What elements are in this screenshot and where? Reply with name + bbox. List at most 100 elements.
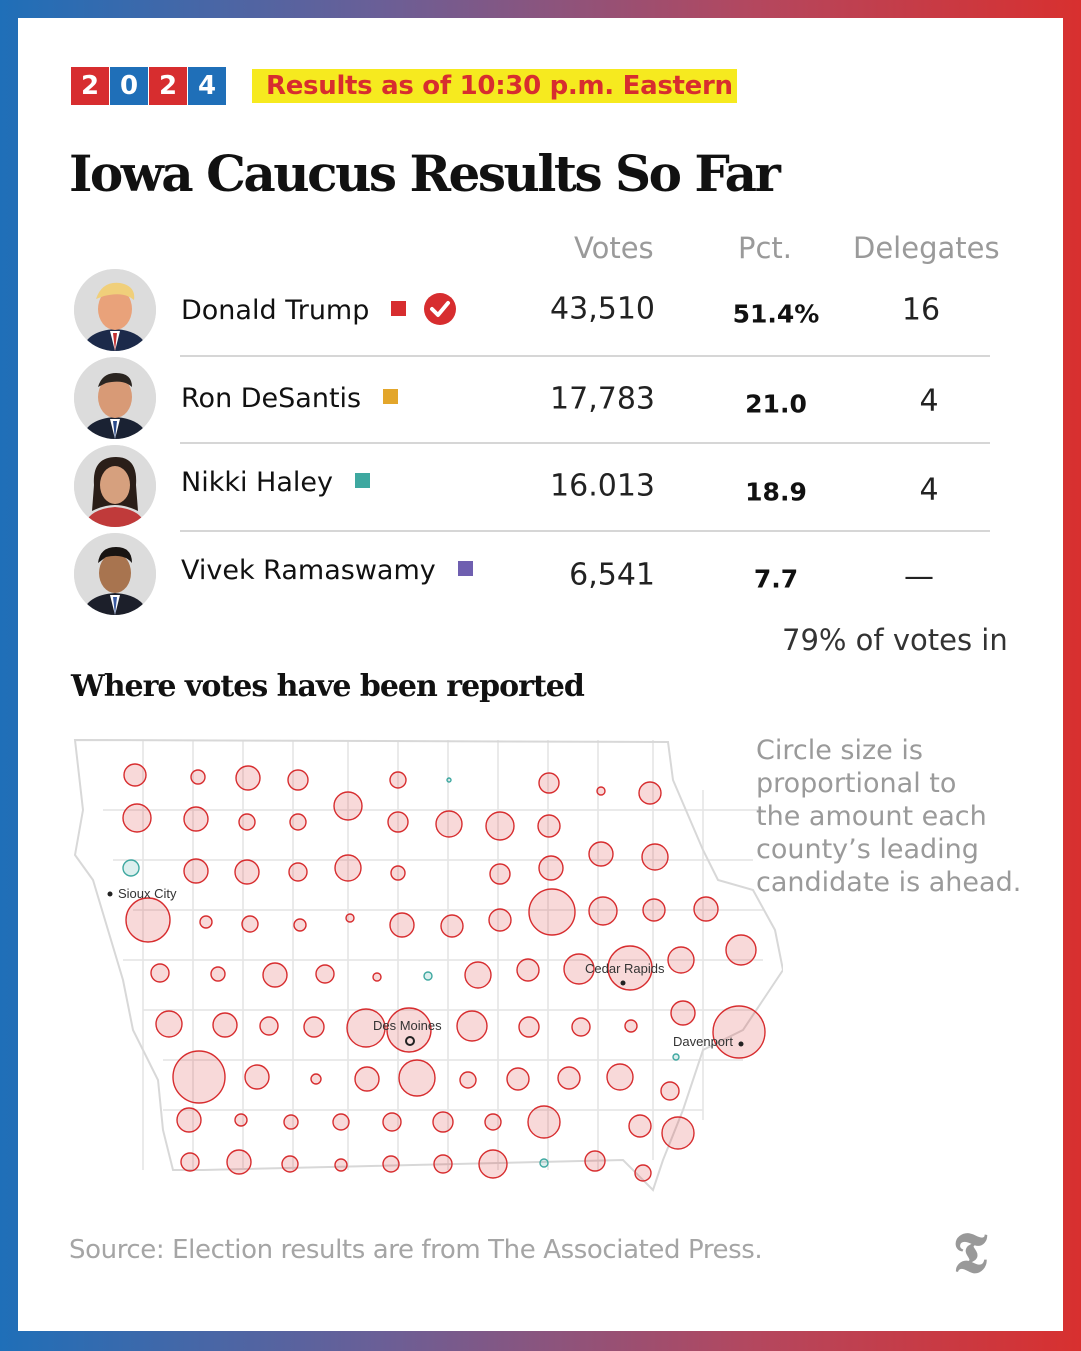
county-circle-trump [386,1007,432,1053]
candidate-name: Vivek Ramaswamy [181,555,436,586]
county-circle-trump [382,1155,400,1173]
county-circle-trump [389,912,415,938]
county-circle-trump [235,765,261,791]
row-divider [180,355,990,357]
iowa-county-map: Sioux City Cedar Rapids Des Moines Daven… [73,738,783,1192]
county-circle-trump [435,810,463,838]
county-circle-trump [712,1005,766,1059]
county-circle-trump [537,814,561,838]
county-circle-trump [725,934,757,966]
county-circle-trump [212,1012,238,1038]
county-circle-trump [123,763,147,787]
county-circle-trump [440,914,464,938]
year-digit: 2 [71,67,109,105]
results-timestamp: Results as of 10:30 p.m. Eastern [252,69,737,103]
delegate-count: 16 [901,292,941,328]
county-circle-trump [607,945,653,991]
county-circle-trump [557,1066,581,1090]
county-circle-haley [672,1053,680,1061]
county-circle-trump [241,915,259,933]
county-circle-trump [516,958,540,982]
year-digit: 0 [110,67,148,105]
county-circle-trump [303,1016,325,1038]
vote-count: 17,783 [550,381,655,417]
county-circle-trump [660,1081,680,1101]
county-circle-trump [155,1010,183,1038]
map-note-line: candidate is ahead. [756,867,1022,898]
year-badge: 2 0 2 4 [71,67,227,105]
county-circle-trump [176,1107,202,1133]
map-note-line: county’s leading [756,834,979,865]
county-circle-trump [183,806,209,832]
candidate-photo [74,533,156,615]
county-circle-trump [628,1114,652,1138]
county-circle-trump [234,1113,248,1127]
county-circle-trump [638,781,662,805]
delegates-column-header: Delegates [853,231,1000,265]
candidate-name: Nikki Haley [181,467,333,498]
city-dot [738,1041,744,1047]
county-circle-trump [150,963,170,983]
county-circle-trump [244,1064,270,1090]
winner-check-icon [424,293,457,325]
map-note: Circle size is proportional to the amoun… [756,734,1046,899]
county-circle-trump [588,896,618,926]
county-circle-trump [584,1150,606,1172]
county-circle-trump [527,1105,561,1139]
county-circle-trump [333,791,363,821]
county-circle-trump [122,803,152,833]
county-circle-trump [199,915,213,929]
county-circle-haley [446,777,452,783]
county-circle-trump [382,1112,402,1132]
color-legend-swatch [457,561,473,576]
county-circle-trump [538,772,560,794]
county-circle-haley [122,859,140,877]
county-circle-trump [332,1113,350,1131]
county-circle-trump [345,913,355,923]
year-digit: 2 [149,67,187,105]
county-circle-trump [281,1155,299,1173]
county-circle-trump [354,1066,380,1092]
delegate-count: 4 [919,383,939,419]
county-circle-trump [661,1116,695,1150]
candidate-row: Vivek Ramaswamy 6,541 7.7 — [18,529,1063,617]
county-circle-trump [464,961,492,989]
vote-percent: 51.4% [732,299,820,329]
vote-count: 16.013 [550,468,655,504]
county-circle-trump [238,813,256,831]
color-legend-swatch [383,389,399,404]
map-note-line: Circle size is [756,735,923,766]
county-circle-trump [389,771,407,789]
county-circle-trump [262,962,288,988]
county-circle-trump [563,953,595,985]
county-circle-trump [387,811,409,833]
vote-percent: 21.0 [745,389,807,419]
year-digit: 4 [188,67,226,105]
county-circle-trump [180,1152,200,1172]
map-note-line: the amount each [756,801,987,832]
county-circle-trump [432,1111,454,1133]
county-circle-trump [459,1071,477,1089]
candidate-name-haley: Nikki Haley [181,467,370,498]
county-lines [103,740,763,1170]
pct-column-header: Pct. [738,231,793,265]
county-circle-trump [506,1067,530,1091]
county-circle-trump [346,1008,386,1048]
county-circle-trump [210,966,226,982]
vote-percent: 7.7 [753,564,799,594]
source-credit: Source: Election results are from The As… [69,1235,763,1265]
county-circle-trump [390,865,406,881]
vote-count: 6,541 [569,557,655,593]
county-circle-trump [398,1059,436,1097]
county-circle-trump [588,841,614,867]
county-circle-trump [634,1164,652,1182]
county-circle-trump [125,897,171,943]
county-circle-trump [289,813,307,831]
county-circle-trump [667,946,695,974]
candidate-name-ramaswamy: Vivek Ramaswamy [181,555,473,586]
page-title: Iowa Caucus Results So Far [69,144,781,203]
row-divider [180,530,990,532]
candidate-name: Donald Trump [181,295,370,326]
county-circle-trump [372,972,382,982]
county-circle-trump [287,769,309,791]
